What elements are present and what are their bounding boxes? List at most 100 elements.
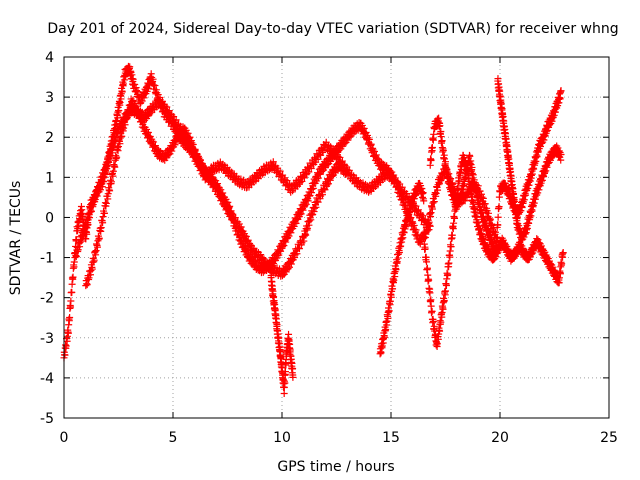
data-point (266, 262, 274, 270)
data-point (304, 197, 312, 205)
data-point (423, 264, 431, 272)
data-point (64, 329, 72, 337)
y-tick-label: -3 (40, 331, 54, 347)
data-point (244, 236, 252, 244)
data-point (78, 206, 86, 214)
data-point (115, 107, 123, 115)
data-point (367, 140, 375, 148)
data-point (113, 153, 121, 161)
data-point (427, 156, 435, 164)
data-point (397, 242, 405, 250)
data-point (458, 189, 466, 197)
data-point (401, 223, 409, 231)
data-point (423, 258, 431, 266)
data-point (246, 241, 254, 249)
data-point (345, 166, 353, 174)
data-point (188, 139, 196, 147)
data-point (186, 133, 194, 141)
series-track-f (420, 151, 567, 350)
y-tick-label: 0 (45, 210, 54, 226)
series-track-d (267, 271, 297, 397)
data-point (421, 215, 429, 223)
data-point (488, 235, 496, 243)
data-point (267, 271, 275, 279)
data-point (427, 302, 435, 310)
data-point (93, 192, 101, 200)
data-point (437, 318, 445, 326)
data-point (428, 307, 436, 315)
data-point (300, 174, 308, 182)
data-point (105, 158, 113, 166)
data-point (284, 265, 292, 273)
data-point (283, 177, 291, 185)
data-point (484, 226, 492, 234)
data-point (236, 231, 244, 239)
data-point (446, 179, 454, 187)
x-tick-label: 25 (600, 430, 618, 446)
data-point (95, 234, 103, 242)
data-point (92, 247, 100, 255)
x-tick-label: 10 (273, 430, 291, 446)
data-point (116, 98, 124, 106)
chart-title: Day 201 of 2024, Sidereal Day-to-day VTE… (47, 21, 618, 37)
data-point (541, 168, 549, 176)
data-point (423, 227, 431, 235)
data-point (385, 307, 393, 315)
data-point (439, 147, 447, 155)
data-point (433, 340, 441, 348)
data-point (485, 230, 493, 238)
data-point (420, 197, 428, 205)
data-point (72, 253, 80, 261)
data-point (346, 133, 354, 141)
data-point (412, 226, 420, 234)
data-point (436, 327, 444, 335)
data-point (293, 250, 301, 258)
data-point (451, 214, 459, 222)
data-point (530, 165, 538, 173)
data-point (289, 365, 297, 373)
data-point (123, 115, 131, 123)
data-point (556, 270, 564, 278)
plot-frame (63, 56, 610, 419)
data-point (314, 155, 322, 163)
data-point (394, 250, 402, 258)
data-point (521, 230, 529, 238)
data-point (163, 103, 171, 111)
x-tick-label: 0 (60, 430, 69, 446)
x-tick-label: 15 (382, 430, 400, 446)
data-point (63, 332, 71, 340)
data-point (428, 143, 436, 151)
data-point (389, 285, 397, 293)
data-point (533, 153, 541, 161)
data-point (66, 313, 74, 321)
data-point (151, 142, 159, 150)
data-point (468, 163, 476, 171)
data-point (404, 216, 412, 224)
data-point (280, 389, 288, 397)
data-point (67, 303, 75, 311)
data-point (522, 226, 530, 234)
data-point (231, 218, 239, 226)
data-point (281, 379, 289, 387)
data-point (68, 280, 76, 288)
data-point (447, 243, 455, 251)
data-point (386, 297, 394, 305)
data-point (419, 189, 427, 197)
data-point (85, 274, 93, 282)
data-point (299, 206, 307, 214)
data-point (474, 219, 482, 227)
data-point (442, 287, 449, 295)
data-point (442, 282, 450, 290)
data-point (392, 266, 400, 274)
data-point (444, 173, 452, 181)
data-point (321, 186, 329, 194)
data-point (527, 171, 535, 179)
data-point (421, 245, 429, 253)
data-point (384, 314, 392, 322)
data-point (555, 274, 563, 282)
data-point (428, 205, 436, 213)
y-tick-label: -4 (40, 371, 54, 387)
data-point (102, 199, 110, 207)
data-point (555, 147, 563, 155)
